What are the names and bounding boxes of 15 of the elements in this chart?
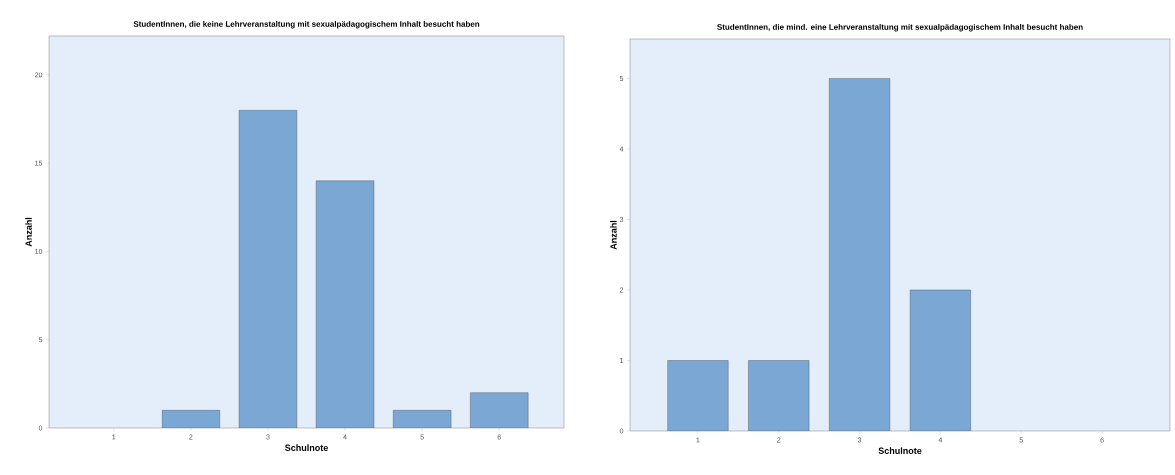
bar bbox=[748, 360, 810, 431]
y-axis-title: Anzahl bbox=[610, 220, 617, 250]
bar bbox=[829, 78, 891, 431]
bar bbox=[667, 360, 729, 431]
bar bbox=[161, 410, 220, 428]
x-axis-title: Schulnote bbox=[878, 447, 922, 454]
bar bbox=[315, 180, 375, 428]
bar bbox=[909, 289, 971, 431]
bar bbox=[238, 109, 298, 428]
y-axis-title: Anzahl bbox=[25, 217, 32, 247]
chart-title: StudentInnen, die keine Lehrveranstaltung mit sexualpädagogischem Inhalt besucht haben bbox=[133, 20, 480, 29]
bar bbox=[470, 392, 529, 428]
x-axis-title: Schulnote bbox=[285, 444, 328, 451]
chart-title: StudentInnen, die mind. eine Lehrveranstaltung mit sexualpädagogischem Inhalt besucht haben bbox=[717, 23, 1083, 32]
bar bbox=[393, 410, 452, 428]
